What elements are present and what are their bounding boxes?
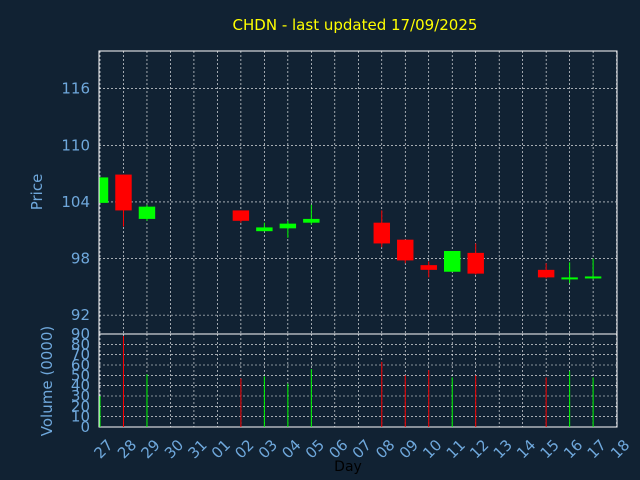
x-tick-labels: 2728293031010203040506070809101112131415… xyxy=(90,436,633,462)
price-tick-label: 116 xyxy=(61,80,90,98)
candle-body xyxy=(420,265,437,270)
candle-body xyxy=(115,174,132,211)
volume-axis-label: Volume (0000) xyxy=(38,326,56,436)
candle-body xyxy=(537,269,555,278)
candle-body xyxy=(444,250,461,272)
price-axis-label: Price xyxy=(28,174,46,211)
candle-body xyxy=(373,222,390,244)
volume-tick-label: 90 xyxy=(71,325,90,343)
volume-tick-label: 80 xyxy=(71,335,90,353)
chart-title: CHDN - last updated 17/09/2025 xyxy=(233,16,478,34)
candle-body xyxy=(100,177,109,203)
volume-tick-label: 50 xyxy=(71,366,90,384)
price-tick-label: 110 xyxy=(61,136,90,154)
volume-tick-label: 40 xyxy=(71,377,90,395)
volume-tick-label: 70 xyxy=(71,346,90,364)
candle-body xyxy=(138,206,156,219)
candle-body xyxy=(232,210,250,221)
price-tick-label: 92 xyxy=(71,306,90,324)
candle-body xyxy=(467,252,484,274)
volume-panel xyxy=(98,333,618,428)
candle-body xyxy=(256,227,273,232)
candle-body xyxy=(397,239,414,261)
candle-body xyxy=(561,277,578,280)
candle-body xyxy=(584,276,602,279)
volume-tick-label: 10 xyxy=(71,408,90,426)
volume-tick-label: 30 xyxy=(71,387,90,405)
volume-tick-label: 0 xyxy=(80,418,90,436)
price-tick-label: 98 xyxy=(71,250,90,268)
candle-body xyxy=(279,223,297,229)
price-panel xyxy=(98,50,618,335)
volume-tick-label: 60 xyxy=(71,356,90,374)
price-tick-label: 104 xyxy=(61,193,90,211)
candle-body xyxy=(303,218,320,223)
volume-tick-label: 20 xyxy=(71,397,90,415)
x-axis-label: Day xyxy=(334,459,362,475)
